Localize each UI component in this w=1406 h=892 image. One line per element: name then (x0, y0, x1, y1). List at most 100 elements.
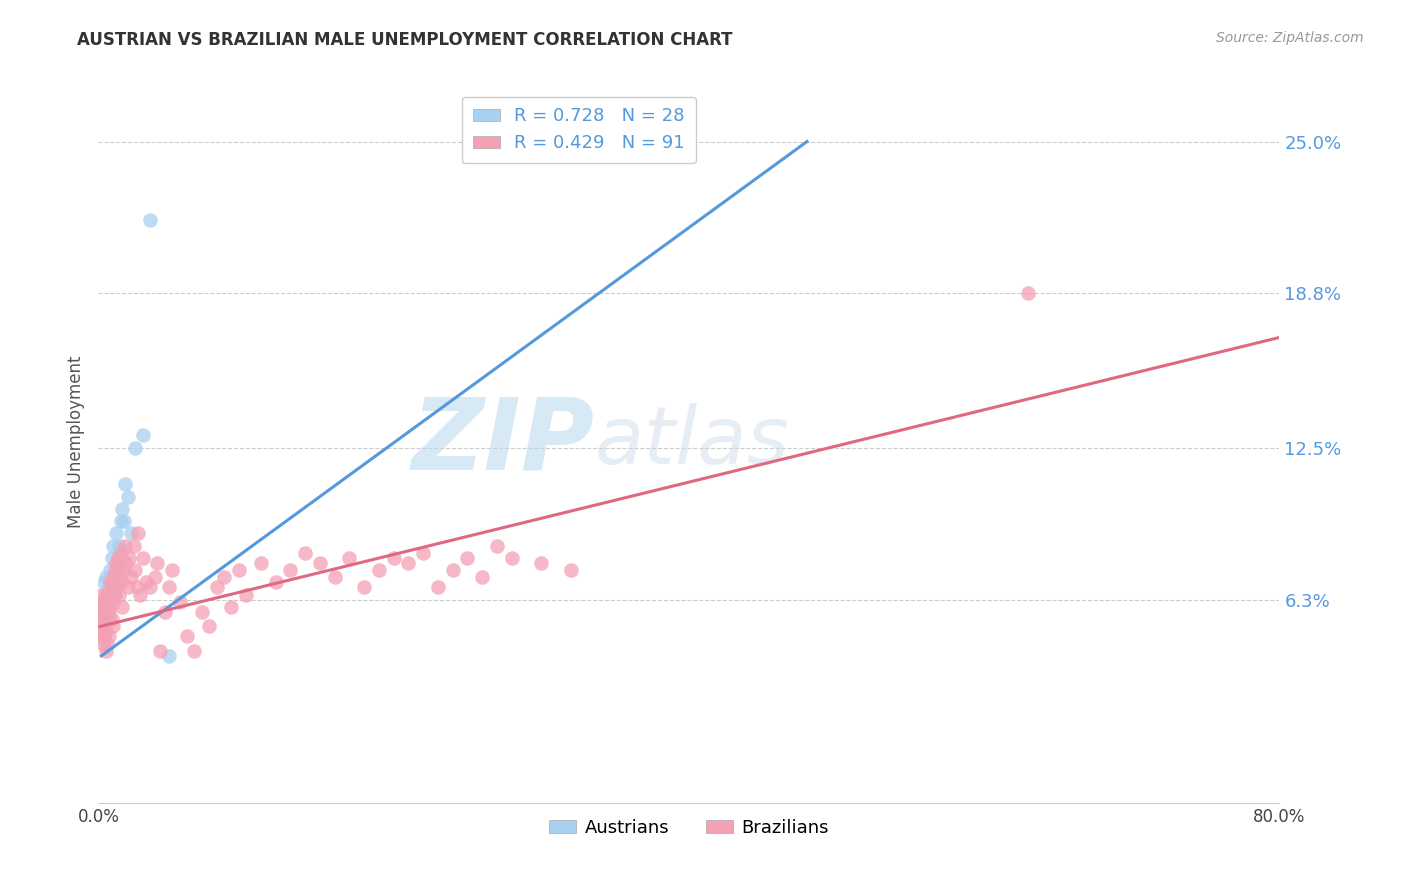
Point (98, 575, 121, 590)
Point (149, 644, 172, 658)
Point (221, 599, 243, 614)
Point (157, 580, 180, 594)
Point (135, 575, 157, 590)
Point (94, 644, 117, 658)
Point (104, 588, 127, 602)
Point (96, 588, 118, 602)
Text: AUSTRIAN VS BRAZILIAN MALE UNEMPLOYMENT CORRELATION CHART: AUSTRIAN VS BRAZILIAN MALE UNEMPLOYMENT … (77, 31, 733, 49)
Point (191, 605, 214, 619)
Point (153, 605, 176, 619)
Point (368, 563, 391, 577)
Point (91, 637, 114, 651)
Point (94, 624, 117, 639)
Point (91, 605, 114, 619)
Point (108, 539, 131, 553)
Point (94, 588, 117, 602)
Point (93, 575, 115, 590)
Point (110, 546, 132, 560)
Point (427, 580, 450, 594)
Point (97, 588, 120, 602)
Point (94, 605, 117, 619)
Point (97, 629, 120, 643)
Point (105, 580, 128, 594)
Point (132, 428, 155, 442)
Text: Source: ZipAtlas.com: Source: ZipAtlas.com (1216, 31, 1364, 45)
Point (157, 648, 180, 663)
Point (398, 556, 420, 570)
Point (441, 563, 464, 577)
Point (139, 580, 162, 594)
Point (176, 629, 198, 643)
Point (111, 599, 134, 614)
Point (107, 575, 129, 590)
Point (97, 605, 120, 619)
Point (112, 514, 135, 528)
Point (323, 570, 346, 584)
Point (124, 441, 146, 455)
Point (198, 619, 221, 633)
Point (105, 526, 128, 541)
Point (93, 599, 115, 614)
Point (96, 637, 118, 651)
Point (486, 539, 509, 553)
Point (91, 605, 114, 619)
Point (98, 575, 121, 590)
Point (89, 599, 111, 614)
Point (96, 599, 118, 614)
Y-axis label: Male Unemployment: Male Unemployment (66, 355, 84, 528)
Point (97, 612, 120, 626)
Point (93, 595, 115, 609)
Point (94, 570, 117, 584)
Point (96, 612, 118, 626)
Point (93, 612, 115, 626)
Point (560, 563, 582, 577)
Point (280, 563, 302, 577)
Point (90, 629, 112, 643)
Point (169, 595, 191, 609)
Point (228, 563, 250, 577)
Point (264, 575, 287, 590)
Point (111, 575, 134, 590)
Point (212, 570, 235, 584)
Point (117, 580, 139, 594)
Point (122, 539, 145, 553)
Point (457, 550, 479, 565)
Point (120, 526, 142, 541)
Point (103, 539, 125, 553)
Point (103, 619, 125, 633)
Point (118, 550, 141, 565)
Point (309, 556, 332, 570)
Point (93, 629, 115, 643)
Point (143, 570, 166, 584)
Point (108, 563, 131, 577)
Point (412, 546, 434, 560)
Point (117, 490, 139, 504)
Point (111, 502, 134, 516)
Point (100, 612, 122, 626)
Point (250, 556, 273, 570)
Point (382, 550, 405, 565)
Point (90, 588, 112, 602)
Point (105, 556, 128, 570)
Point (108, 588, 131, 602)
Point (90, 612, 112, 626)
Point (120, 570, 142, 584)
Point (501, 550, 523, 565)
Point (104, 588, 127, 602)
Point (125, 580, 148, 594)
Point (100, 550, 122, 565)
Point (127, 526, 149, 541)
Point (103, 570, 125, 584)
Point (128, 588, 150, 602)
Point (139, 213, 162, 227)
Point (114, 477, 136, 491)
Legend: Austrians, Brazilians: Austrians, Brazilians (541, 812, 837, 845)
Point (91, 624, 114, 639)
Point (294, 546, 316, 560)
Text: ZIP: ZIP (412, 393, 595, 490)
Point (339, 550, 361, 565)
Point (103, 595, 125, 609)
Point (94, 592, 117, 607)
Point (112, 563, 135, 577)
Point (124, 563, 146, 577)
